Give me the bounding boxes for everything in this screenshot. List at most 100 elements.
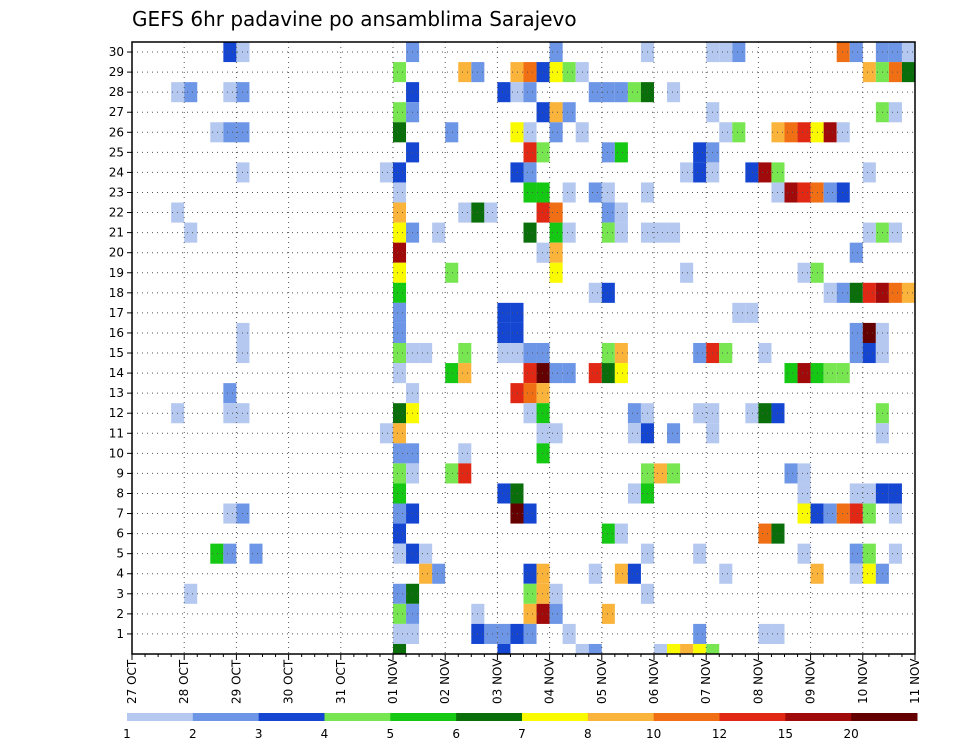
color-legend-label: 7 bbox=[518, 727, 526, 741]
heatmap-cell bbox=[614, 563, 628, 584]
heatmap-cell bbox=[223, 82, 237, 103]
grid-lines bbox=[132, 42, 915, 654]
color-legend-label: 15 bbox=[778, 727, 793, 741]
heatmap-cell bbox=[601, 363, 615, 384]
heatmap-cell bbox=[849, 242, 863, 263]
heatmap-cell bbox=[458, 363, 472, 384]
heatmap-cell bbox=[484, 623, 498, 644]
heatmap-cell bbox=[797, 483, 811, 504]
heatmap-cell bbox=[510, 342, 524, 364]
color-legend-swatch bbox=[258, 713, 325, 721]
heatmap-cell bbox=[393, 463, 407, 484]
heatmap-cell bbox=[510, 322, 524, 343]
heatmap-cell bbox=[393, 623, 407, 644]
heatmap-cell bbox=[627, 82, 641, 103]
heatmap-cell bbox=[588, 363, 602, 384]
heatmap-cell bbox=[536, 363, 550, 384]
heatmap-cell bbox=[680, 262, 694, 283]
heatmap-cell bbox=[719, 342, 733, 364]
heatmap-cell bbox=[393, 643, 407, 654]
heatmap-cell bbox=[693, 623, 707, 644]
heatmap-cell bbox=[184, 82, 198, 103]
heatmap-cell bbox=[784, 182, 798, 203]
heatmap-cell bbox=[536, 202, 550, 223]
y-tick-label: 23 bbox=[109, 185, 124, 199]
heatmap-cell bbox=[536, 563, 550, 584]
heatmap-cell bbox=[510, 503, 524, 524]
heatmap-cell bbox=[393, 543, 407, 564]
heatmap-cell bbox=[888, 102, 902, 123]
color-legend-swatch bbox=[324, 713, 391, 721]
x-axis: 27 OCT 28 OCT 29 OCT 30 OCT 31 OCT 01 NOV 02 N… bbox=[125, 654, 922, 704]
heatmap-cell bbox=[732, 42, 746, 63]
heatmap-cell bbox=[536, 423, 550, 444]
x-tick-label: 05 NOV bbox=[595, 658, 609, 704]
heatmap-cell bbox=[667, 82, 681, 103]
heatmap-cell bbox=[797, 122, 811, 143]
heatmap-cell bbox=[393, 483, 407, 504]
y-tick-label: 19 bbox=[109, 266, 124, 280]
heatmap-cell bbox=[445, 463, 459, 484]
heatmap-cell bbox=[510, 302, 524, 323]
heatmap-cell bbox=[614, 202, 628, 223]
heatmap-cell bbox=[536, 603, 550, 624]
color-legend-label: 3 bbox=[255, 727, 263, 741]
heatmap-cell bbox=[862, 322, 876, 343]
heatmap-cell bbox=[901, 62, 915, 83]
heatmap-cell bbox=[758, 162, 772, 183]
heatmap-cell bbox=[549, 363, 563, 384]
heatmap-cell bbox=[732, 122, 746, 143]
heatmap-cell bbox=[249, 543, 263, 564]
heatmap-cell bbox=[562, 222, 576, 243]
heatmap-cell bbox=[393, 423, 407, 444]
y-tick-label: 17 bbox=[109, 306, 124, 320]
heatmap-cell bbox=[523, 563, 537, 584]
heatmap-cell bbox=[562, 363, 576, 384]
heatmap-cell bbox=[888, 62, 902, 83]
heatmap-cell bbox=[849, 342, 863, 364]
heatmap-cell bbox=[614, 342, 628, 364]
heatmap-cell bbox=[823, 282, 837, 303]
heatmap-cell bbox=[654, 643, 668, 654]
heatmap-cell bbox=[458, 443, 472, 464]
heatmap-cell bbox=[836, 363, 850, 384]
y-axis: 1234567891011121314151617181920212223242… bbox=[109, 45, 132, 641]
color-legend-label: 12 bbox=[712, 727, 727, 741]
heatmap-cell bbox=[693, 643, 707, 654]
heatmap-cell bbox=[562, 623, 576, 644]
heatmap-cell bbox=[849, 282, 863, 303]
heatmap-cell bbox=[745, 162, 759, 183]
heatmap-cell bbox=[549, 202, 563, 223]
heatmap-cell bbox=[549, 242, 563, 263]
heatmap-cell bbox=[588, 82, 602, 103]
heatmap-cell bbox=[536, 342, 550, 364]
heatmap-cell bbox=[667, 423, 681, 444]
y-tick-label: 3 bbox=[116, 587, 124, 601]
heatmap-cell bbox=[732, 302, 746, 323]
heatmap-cell bbox=[536, 383, 550, 404]
heatmap-cell bbox=[797, 503, 811, 524]
color-legend-swatch bbox=[522, 713, 589, 721]
heatmap-cell bbox=[432, 563, 446, 584]
color-legend-swatch bbox=[390, 713, 457, 721]
heatmap-cell bbox=[523, 222, 537, 243]
heatmap-cell bbox=[614, 222, 628, 243]
heatmap-cell bbox=[627, 423, 641, 444]
heatmap-cell bbox=[797, 262, 811, 283]
heatmap-cell bbox=[588, 643, 602, 654]
heatmap-cell bbox=[888, 543, 902, 564]
heatmap-cell bbox=[862, 563, 876, 584]
heatmap-cell bbox=[849, 42, 863, 63]
heatmap-cell bbox=[497, 322, 511, 343]
heatmap-cell bbox=[419, 563, 433, 584]
heatmap-cell bbox=[601, 182, 615, 203]
heatmap-cell bbox=[510, 383, 524, 404]
heatmap-cell bbox=[627, 403, 641, 424]
heatmap-cell bbox=[458, 463, 472, 484]
y-tick-label: 13 bbox=[109, 386, 124, 400]
heatmap-cell bbox=[562, 102, 576, 123]
heatmap-cell bbox=[523, 122, 537, 143]
heatmap-cell bbox=[223, 383, 237, 404]
color-legend: 1 2 3 4 5 6 7 8 10 12 15 20 bbox=[123, 713, 918, 741]
heatmap-cell bbox=[862, 162, 876, 183]
